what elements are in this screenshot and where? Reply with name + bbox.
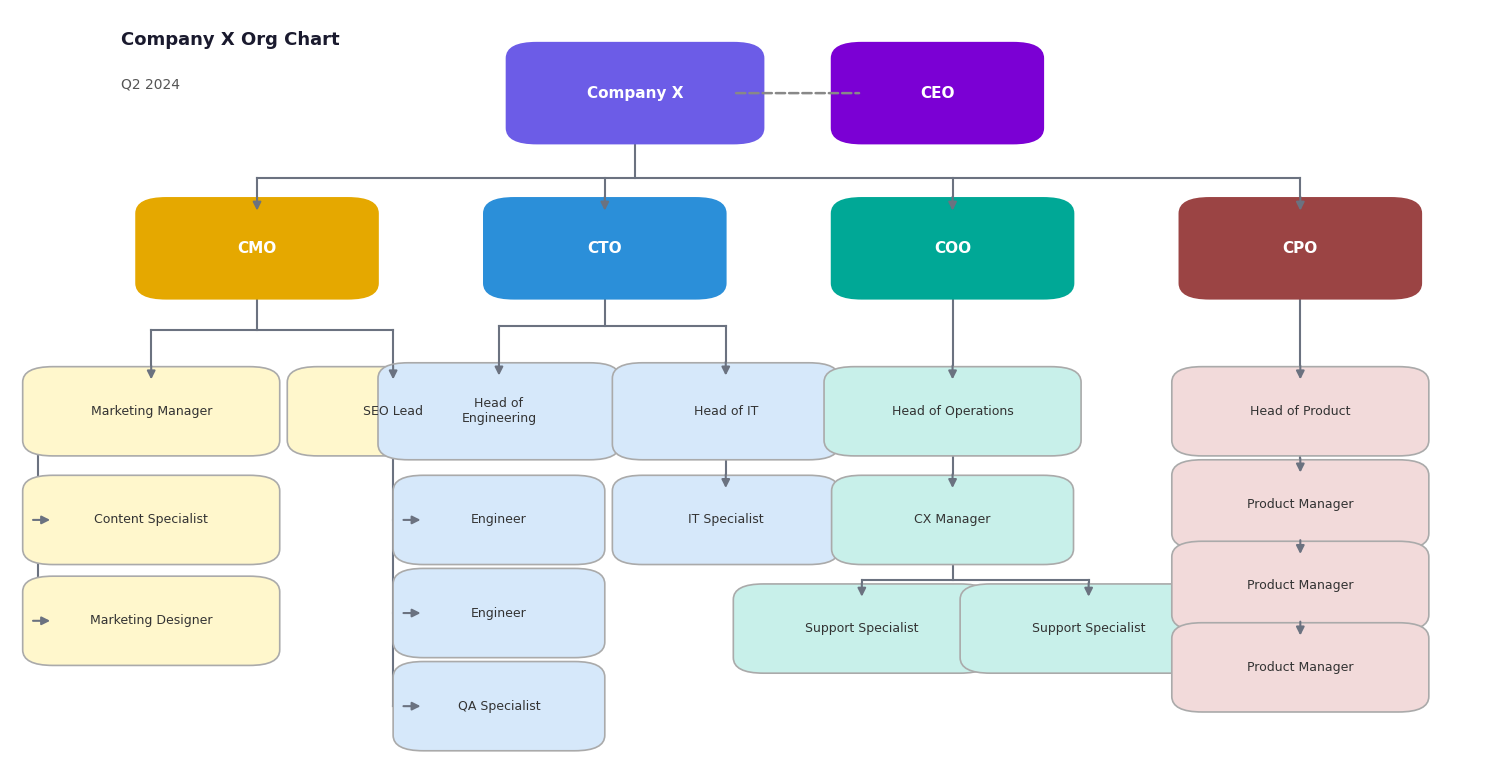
FancyBboxPatch shape [1172,622,1429,712]
Text: Product Manager: Product Manager [1247,661,1353,674]
FancyBboxPatch shape [1172,542,1429,630]
Text: CMO: CMO [237,241,277,256]
Text: CTO: CTO [588,241,621,256]
Text: QA Specialist: QA Specialist [458,700,540,712]
FancyBboxPatch shape [832,43,1043,144]
FancyBboxPatch shape [484,198,726,299]
FancyBboxPatch shape [733,584,990,673]
FancyBboxPatch shape [136,198,378,299]
FancyBboxPatch shape [832,198,1074,299]
FancyBboxPatch shape [612,363,839,459]
FancyBboxPatch shape [1179,198,1421,299]
FancyBboxPatch shape [393,661,605,751]
Text: Head of IT: Head of IT [694,405,758,417]
Text: Company X: Company X [587,85,683,101]
FancyBboxPatch shape [612,475,839,565]
FancyBboxPatch shape [378,363,620,459]
FancyBboxPatch shape [960,584,1217,673]
Text: Product Manager: Product Manager [1247,498,1353,511]
FancyBboxPatch shape [393,475,605,565]
FancyBboxPatch shape [1172,367,1429,456]
Text: COO: COO [934,241,971,256]
FancyBboxPatch shape [832,475,1074,565]
FancyBboxPatch shape [23,475,280,565]
Text: Marketing Designer: Marketing Designer [89,615,213,627]
FancyBboxPatch shape [23,367,280,456]
Text: SEO Lead: SEO Lead [363,405,423,417]
Text: Engineer: Engineer [472,514,526,526]
Text: Support Specialist: Support Specialist [1031,622,1146,635]
Text: Head of Operations: Head of Operations [892,405,1013,417]
Text: CX Manager: CX Manager [915,514,990,526]
Text: Marketing Manager: Marketing Manager [91,405,212,417]
Text: Q2 2024: Q2 2024 [121,78,180,92]
Text: Company X Org Chart: Company X Org Chart [121,31,340,49]
Text: Support Specialist: Support Specialist [804,622,919,635]
Text: Product Manager: Product Manager [1247,580,1353,592]
FancyBboxPatch shape [1172,459,1429,549]
Text: IT Specialist: IT Specialist [688,514,764,526]
Text: CPO: CPO [1282,241,1318,256]
FancyBboxPatch shape [393,568,605,658]
Text: Content Specialist: Content Specialist [94,514,209,526]
Text: Head of
Engineering: Head of Engineering [461,397,537,425]
FancyBboxPatch shape [287,367,499,456]
FancyBboxPatch shape [824,367,1081,456]
FancyBboxPatch shape [507,43,764,144]
Text: Engineer: Engineer [472,607,526,619]
FancyBboxPatch shape [23,576,280,665]
Text: Head of Product: Head of Product [1250,405,1350,417]
Text: CEO: CEO [921,85,954,101]
